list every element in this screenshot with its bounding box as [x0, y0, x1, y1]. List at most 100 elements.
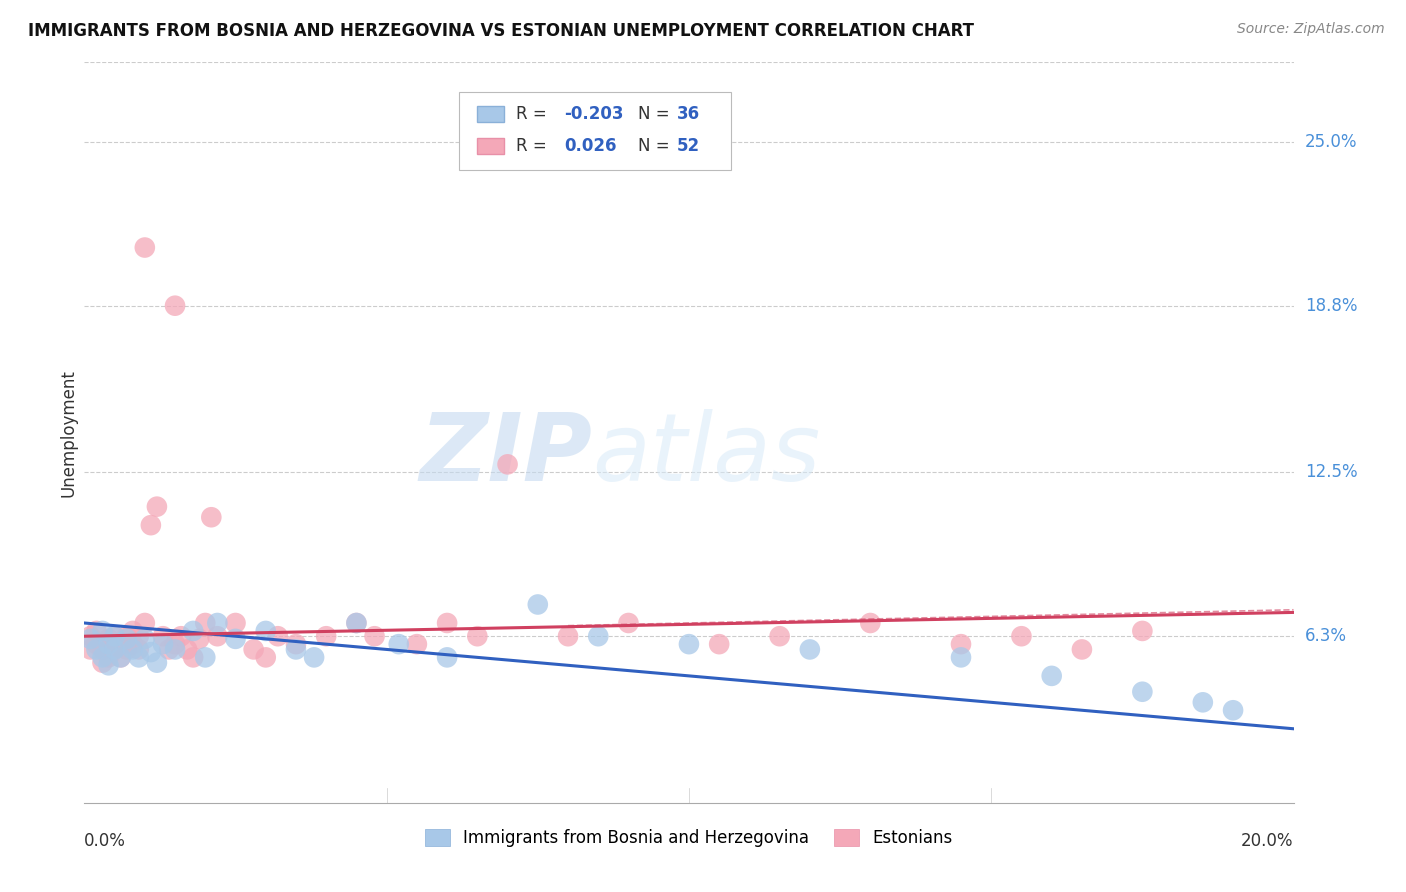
Text: -0.203: -0.203: [564, 105, 624, 123]
Point: [285, 637, 308, 651]
Point: [363, 629, 385, 643]
Text: 0.026: 0.026: [564, 137, 617, 155]
Point: [91, 650, 114, 665]
Point: [254, 650, 277, 665]
Text: 36: 36: [676, 105, 700, 123]
Point: [91, 624, 114, 638]
Y-axis label: Unemployment: Unemployment: [59, 368, 77, 497]
Text: N =: N =: [638, 105, 675, 123]
FancyBboxPatch shape: [460, 92, 731, 169]
Text: N =: N =: [638, 137, 675, 155]
Point: [79, 632, 101, 646]
Text: 18.8%: 18.8%: [1305, 297, 1357, 315]
Point: [207, 615, 229, 630]
Point: [181, 650, 204, 665]
Point: [709, 637, 731, 651]
Point: [139, 518, 162, 533]
Point: [91, 656, 114, 670]
Point: [406, 637, 429, 651]
Text: Source: ZipAtlas.com: Source: ZipAtlas.com: [1237, 22, 1385, 37]
Point: [181, 624, 204, 638]
Point: [225, 615, 247, 630]
Point: [436, 650, 458, 665]
Point: [267, 629, 290, 643]
Point: [678, 637, 700, 651]
Point: [134, 615, 156, 630]
Text: 0.0%: 0.0%: [84, 832, 127, 850]
Point: [157, 642, 180, 657]
Point: [346, 615, 368, 630]
Point: [1130, 624, 1153, 638]
Point: [165, 637, 187, 651]
Text: IMMIGRANTS FROM BOSNIA AND HERZEGOVINA VS ESTONIAN UNEMPLOYMENT CORRELATION CHAR: IMMIGRANTS FROM BOSNIA AND HERZEGOVINA V…: [28, 22, 974, 40]
Point: [1040, 669, 1063, 683]
Point: [467, 629, 489, 643]
Point: [115, 642, 138, 657]
Point: [859, 615, 882, 630]
Text: atlas: atlas: [592, 409, 821, 500]
Point: [315, 629, 337, 643]
Point: [170, 629, 193, 643]
Point: [110, 650, 132, 665]
Point: [79, 629, 101, 643]
Point: [194, 615, 217, 630]
FancyBboxPatch shape: [478, 106, 503, 122]
Point: [104, 642, 127, 657]
Point: [176, 642, 198, 657]
Point: [97, 637, 120, 651]
Point: [527, 598, 550, 612]
Point: [950, 650, 973, 665]
Text: 25.0%: 25.0%: [1305, 133, 1357, 151]
Point: [496, 458, 519, 472]
Point: [1192, 695, 1215, 709]
Point: [152, 629, 174, 643]
Point: [86, 624, 108, 638]
Point: [388, 637, 411, 651]
Point: [285, 642, 308, 657]
Point: [110, 637, 132, 651]
Point: [302, 650, 325, 665]
Point: [769, 629, 792, 643]
Point: [104, 642, 127, 657]
Point: [128, 642, 150, 657]
Text: ZIP: ZIP: [419, 409, 592, 500]
Point: [121, 642, 143, 657]
Point: [139, 645, 162, 659]
Point: [134, 241, 156, 255]
Point: [165, 642, 187, 657]
Point: [115, 632, 138, 646]
Text: R =: R =: [516, 105, 553, 123]
Point: [225, 632, 247, 646]
Text: 6.3%: 6.3%: [1305, 627, 1347, 645]
Point: [557, 629, 579, 643]
Point: [346, 615, 368, 630]
Point: [128, 650, 150, 665]
Point: [91, 642, 114, 657]
Point: [146, 500, 169, 514]
Point: [799, 642, 821, 657]
Point: [194, 650, 217, 665]
Point: [165, 299, 187, 313]
Point: [86, 637, 108, 651]
FancyBboxPatch shape: [478, 138, 503, 154]
Point: [104, 629, 127, 643]
Point: [97, 658, 120, 673]
Point: [110, 650, 132, 665]
Point: [121, 624, 143, 638]
Point: [86, 642, 108, 657]
Point: [121, 637, 143, 651]
Point: [1222, 703, 1244, 717]
Point: [950, 637, 973, 651]
Point: [1011, 629, 1033, 643]
Point: [1071, 642, 1094, 657]
Point: [254, 624, 277, 638]
Legend: Immigrants from Bosnia and Herzegovina, Estonians: Immigrants from Bosnia and Herzegovina, …: [419, 822, 959, 854]
Point: [104, 629, 127, 643]
Point: [617, 615, 640, 630]
Point: [588, 629, 610, 643]
Point: [97, 650, 120, 665]
Text: 52: 52: [676, 137, 700, 155]
Text: R =: R =: [516, 137, 557, 155]
Point: [242, 642, 264, 657]
Point: [200, 510, 222, 524]
